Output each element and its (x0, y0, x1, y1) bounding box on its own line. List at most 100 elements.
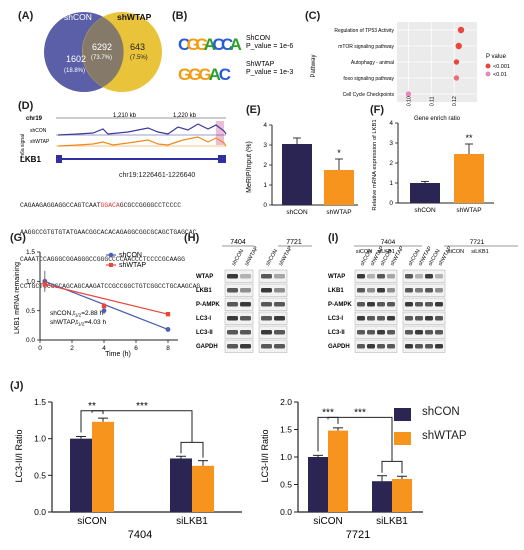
panel-j-label: (J) (10, 380, 24, 392)
pathway-label: Autophagy - animal (351, 60, 394, 66)
blot-band (387, 274, 395, 279)
venn-label-shwtap: shWTAP (117, 12, 152, 22)
x-tick-label: 2 (70, 345, 74, 352)
dotplot-xtick-label: 0.10 (406, 96, 412, 106)
h-cell2: 7721 (286, 239, 302, 246)
track-gene: LKB1 (20, 155, 41, 164)
data-point (165, 311, 171, 317)
blot-band (274, 316, 285, 321)
blot-band (435, 302, 443, 307)
dotplot-xlabel: Gene enrich ratio (414, 116, 461, 122)
blot-row-label: GAPDH (328, 344, 350, 350)
motif1-letter: C (178, 35, 190, 54)
significance-label: * (337, 148, 341, 158)
blot-band (425, 302, 433, 307)
y-tick-label: 1.5 (34, 397, 46, 407)
motif1-letter: A (204, 35, 216, 54)
motif2-letter: C (219, 65, 231, 84)
group-label: siLKB1 (471, 249, 488, 255)
blot-band (405, 302, 413, 307)
panel-d-label: (D) (18, 100, 34, 112)
blot-band (387, 316, 395, 321)
track-chrom: chr19 (26, 116, 43, 122)
pathway-dot (455, 42, 462, 50)
j2-title: 7721 (346, 529, 370, 541)
bar (70, 438, 92, 512)
track2-label: shWTAP (30, 139, 50, 145)
g-halflife-1: shCON,t1/2=2.88 h (50, 310, 103, 318)
legend-item-1: <0.001 (493, 64, 510, 70)
blot-band (405, 330, 413, 335)
bar-chart-lkb1-expression: Relative mRNA expression of LKB1 0 1 2 3 4 sh… (372, 119, 494, 214)
motif2-p: P_value = 1e-3 (246, 69, 293, 76)
y-tick-label: 2.0 (280, 397, 292, 407)
venn-both: 6292 (92, 42, 112, 52)
blot-band (367, 302, 375, 307)
dotplot-xtick-label: 0.12 (452, 96, 458, 106)
panel-c-label: (C) (305, 10, 321, 22)
sig-bracket (381, 460, 403, 474)
g-halflife-2: shWTAP,t1/2=4.03 h (50, 319, 106, 327)
blot-band (405, 316, 413, 321)
pathway-dot (453, 75, 460, 81)
bar (410, 183, 440, 203)
bar (92, 421, 114, 512)
venn-both-pct: (73.7%) (91, 55, 112, 61)
y-tick-label: 0.0 (280, 507, 292, 517)
motif2-letter: G (188, 65, 201, 84)
y-tick-label: 0.5 (34, 470, 46, 480)
blot-row-label: LC3-II (328, 330, 345, 336)
motif2-letter: G (198, 65, 211, 84)
j1-title: 7404 (128, 529, 152, 541)
g-ylabel: LKB1 mRNA remaining (14, 262, 21, 334)
blot-band (227, 288, 238, 293)
blot-band (240, 288, 251, 293)
track2-signal (57, 136, 227, 147)
group-label: siCON (448, 249, 464, 255)
motif1-p: P_value = 1e-6 (246, 43, 293, 50)
h-cell1: 7404 (230, 239, 246, 246)
significance-label: *** (322, 407, 334, 418)
blot-row-label: LKB1 (196, 288, 212, 294)
x-tick-label: 6 (134, 345, 138, 352)
panel-i-label: (I) (328, 232, 339, 244)
blot-band (377, 330, 385, 335)
venn-diagram: shCON shWTAP 1602 (18.8%) 6292 (73.7%) 6… (44, 12, 162, 92)
bar (192, 465, 214, 512)
blot-row-label: WTAP (328, 274, 345, 280)
blot-band (405, 274, 413, 279)
blot-band (367, 274, 375, 279)
blot-band (377, 344, 385, 349)
blot-band (367, 330, 375, 335)
data-point (101, 308, 107, 314)
i-cell1: 7404 (381, 239, 396, 246)
blot-band (405, 288, 413, 293)
blot-band (274, 330, 285, 335)
y-tick-label: 3 (263, 142, 267, 149)
panel-h-label: (H) (184, 232, 200, 244)
panel-a-label: (A) (18, 10, 34, 22)
venn-overlap (82, 17, 124, 87)
bar (282, 144, 312, 205)
blot-row-label: LC3-II (196, 330, 213, 336)
motif-highlight: GGACA (100, 202, 120, 209)
panel-e-label: (E) (246, 104, 261, 116)
blot-band (435, 330, 443, 335)
blot-band (425, 288, 433, 293)
blot-band (227, 330, 238, 335)
venn-label-shcon: shCON (64, 12, 92, 22)
blot-band (227, 344, 238, 349)
pathway-dot (457, 26, 465, 34)
x-tick-label: 0 (38, 345, 42, 352)
blot-row-label: LKB1 (328, 288, 344, 294)
f-ylabel: Relative mRNA expression of LKB1 (372, 119, 378, 210)
blot-band (261, 274, 272, 279)
blot-band (274, 288, 285, 293)
panel-f-label: (F) (370, 104, 385, 116)
y-tick-label: 3 (389, 140, 393, 147)
blot-band (261, 330, 272, 335)
g-legend-2: shWTAP (119, 262, 146, 269)
data-point (101, 303, 107, 309)
bar-chart-lc3-7404: LC3-II/I Ratio 7404 0.0 0.5 1.0 1.5 siCON siL… (14, 397, 242, 541)
